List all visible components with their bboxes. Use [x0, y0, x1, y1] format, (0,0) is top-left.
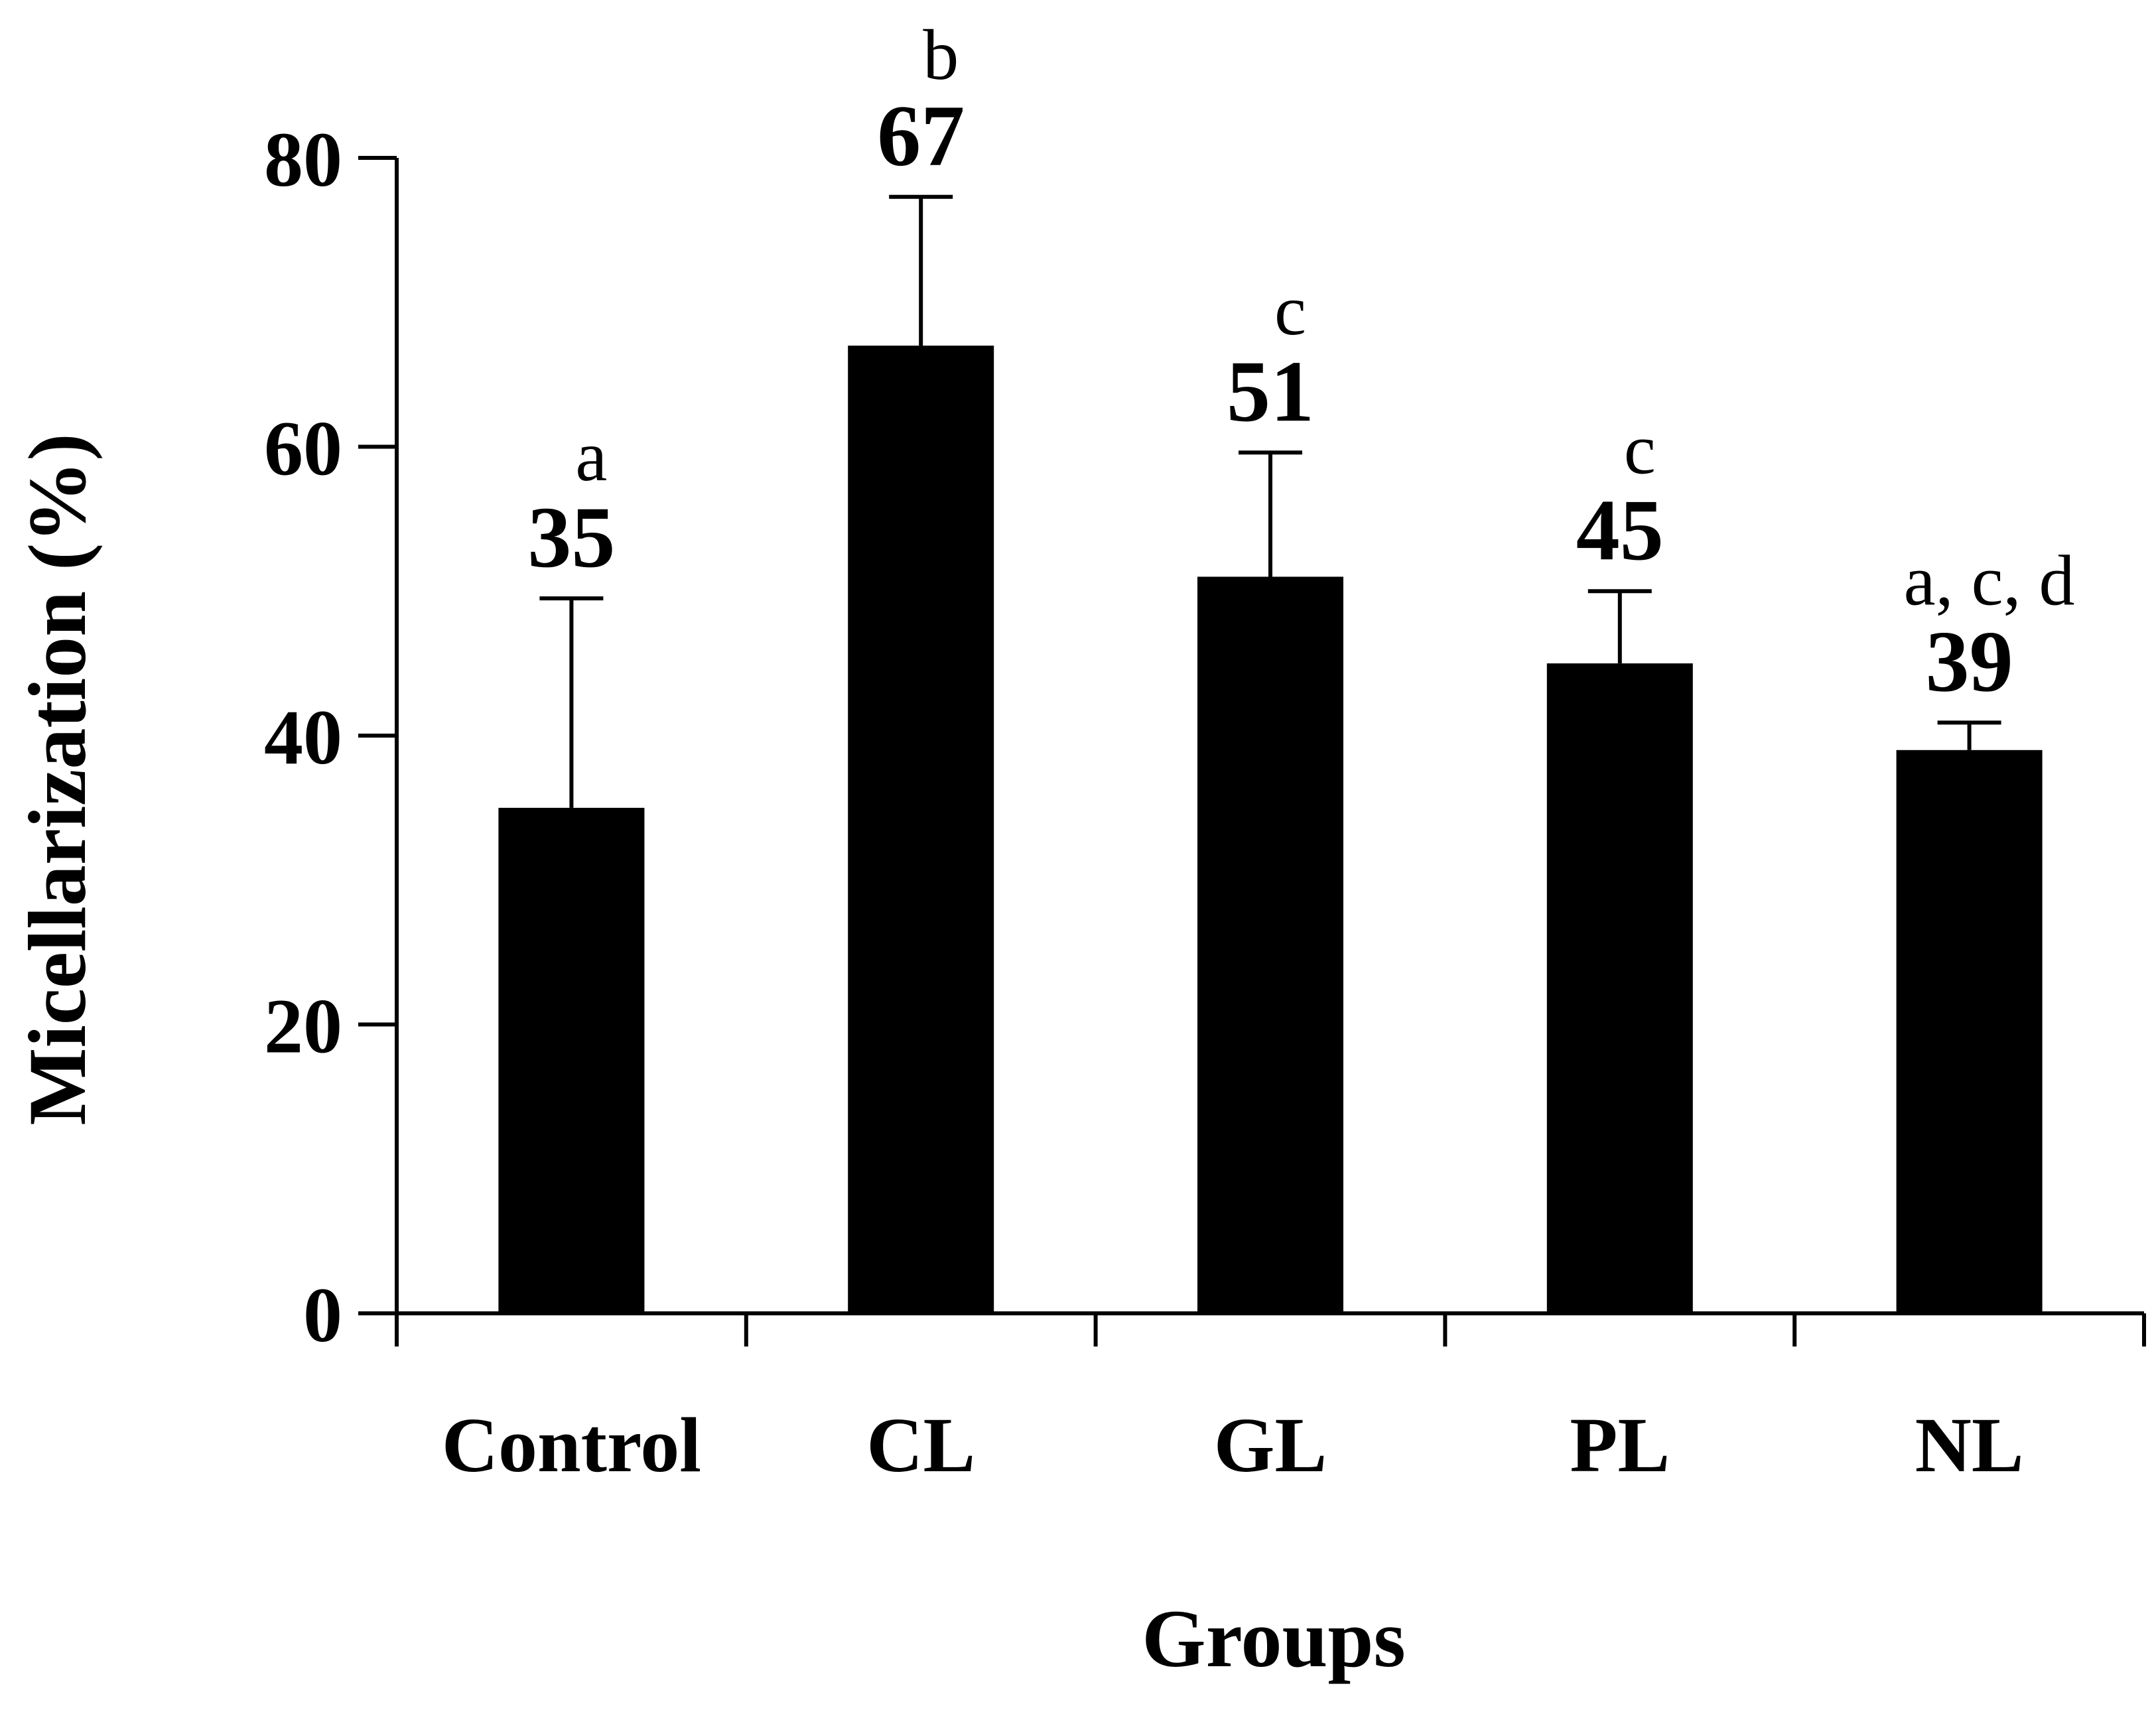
y-tick-label: 40: [264, 694, 342, 781]
value-label: 67: [877, 87, 965, 184]
category-label: Control: [442, 1402, 701, 1488]
bar-gl: [1197, 576, 1343, 1313]
significance-label: c: [1274, 271, 1306, 350]
labels: 020406080Control35aCL67bGL51cPL45cNL39a,…: [264, 16, 2075, 1488]
y-axis-title: Micellarization (%): [12, 433, 103, 1125]
y-tick-label: 0: [303, 1272, 342, 1358]
significance-label: a, c, d: [1904, 541, 2075, 620]
category-label: CL: [866, 1402, 975, 1488]
bar-nl: [1896, 750, 2043, 1313]
category-label: PL: [1570, 1402, 1670, 1488]
category-label: GL: [1214, 1402, 1327, 1488]
y-tick-label: 60: [264, 405, 342, 492]
y-tick-label: 80: [264, 116, 342, 203]
value-label: 35: [527, 488, 615, 586]
significance-label: a: [575, 417, 607, 496]
bar-pl: [1546, 663, 1693, 1313]
bars: [498, 194, 2043, 1314]
y-tick-label: 20: [264, 983, 342, 1070]
category-label: NL: [1915, 1402, 2024, 1488]
value-label: 39: [1926, 612, 2013, 710]
value-label: 45: [1576, 481, 1664, 578]
bar-control: [498, 807, 645, 1313]
bar-cl: [848, 346, 994, 1314]
significance-label: c: [1624, 410, 1656, 489]
value-label: 51: [1227, 342, 1314, 440]
x-axis-title: Groups: [1142, 1593, 1405, 1684]
significance-label: b: [923, 16, 959, 95]
